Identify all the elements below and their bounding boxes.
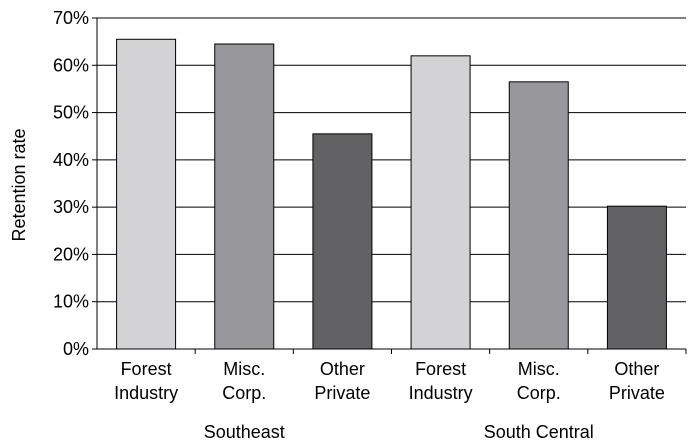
x-category-label-line1: Misc. [223, 359, 265, 379]
y-tick-label: 70% [53, 8, 89, 28]
bar [312, 133, 373, 350]
y-tick-label: 10% [53, 292, 89, 312]
x-category-label-line2: Private [609, 383, 665, 403]
y-tick-label: 50% [53, 103, 89, 123]
group-label: South Central [484, 422, 594, 441]
x-category-label-line2: Private [314, 383, 370, 403]
x-category-label-line2: Corp. [222, 383, 266, 403]
y-tick-label: 0% [63, 339, 89, 359]
axes [92, 17, 687, 354]
bar [214, 43, 275, 350]
y-tick-label: 30% [53, 197, 89, 217]
y-axis-title: Retention rate [9, 128, 29, 241]
bar [116, 38, 177, 350]
x-category-label-line2: Industry [114, 383, 178, 403]
x-category-label-line1: Other [614, 359, 659, 379]
x-category-label-line1: Misc. [518, 359, 560, 379]
x-category-label-line1: Forest [121, 359, 172, 379]
x-category-label-line2: Corp. [517, 383, 561, 403]
bar [606, 205, 667, 350]
gridlines [97, 17, 686, 303]
x-category-label-line2: Industry [409, 383, 473, 403]
labels: 0% 10% 20% 30% 40% 50% 60% 70% Forest Industry Mis… [53, 8, 665, 441]
y-tick-label: 60% [53, 55, 89, 75]
bars [116, 38, 667, 350]
y-tick-label: 20% [53, 244, 89, 264]
x-category-label-line1: Other [320, 359, 365, 379]
bar [410, 55, 471, 350]
y-tick-label: 40% [53, 150, 89, 170]
bar [508, 81, 569, 350]
group-label: Southeast [204, 422, 285, 441]
x-category-label-line1: Forest [415, 359, 466, 379]
